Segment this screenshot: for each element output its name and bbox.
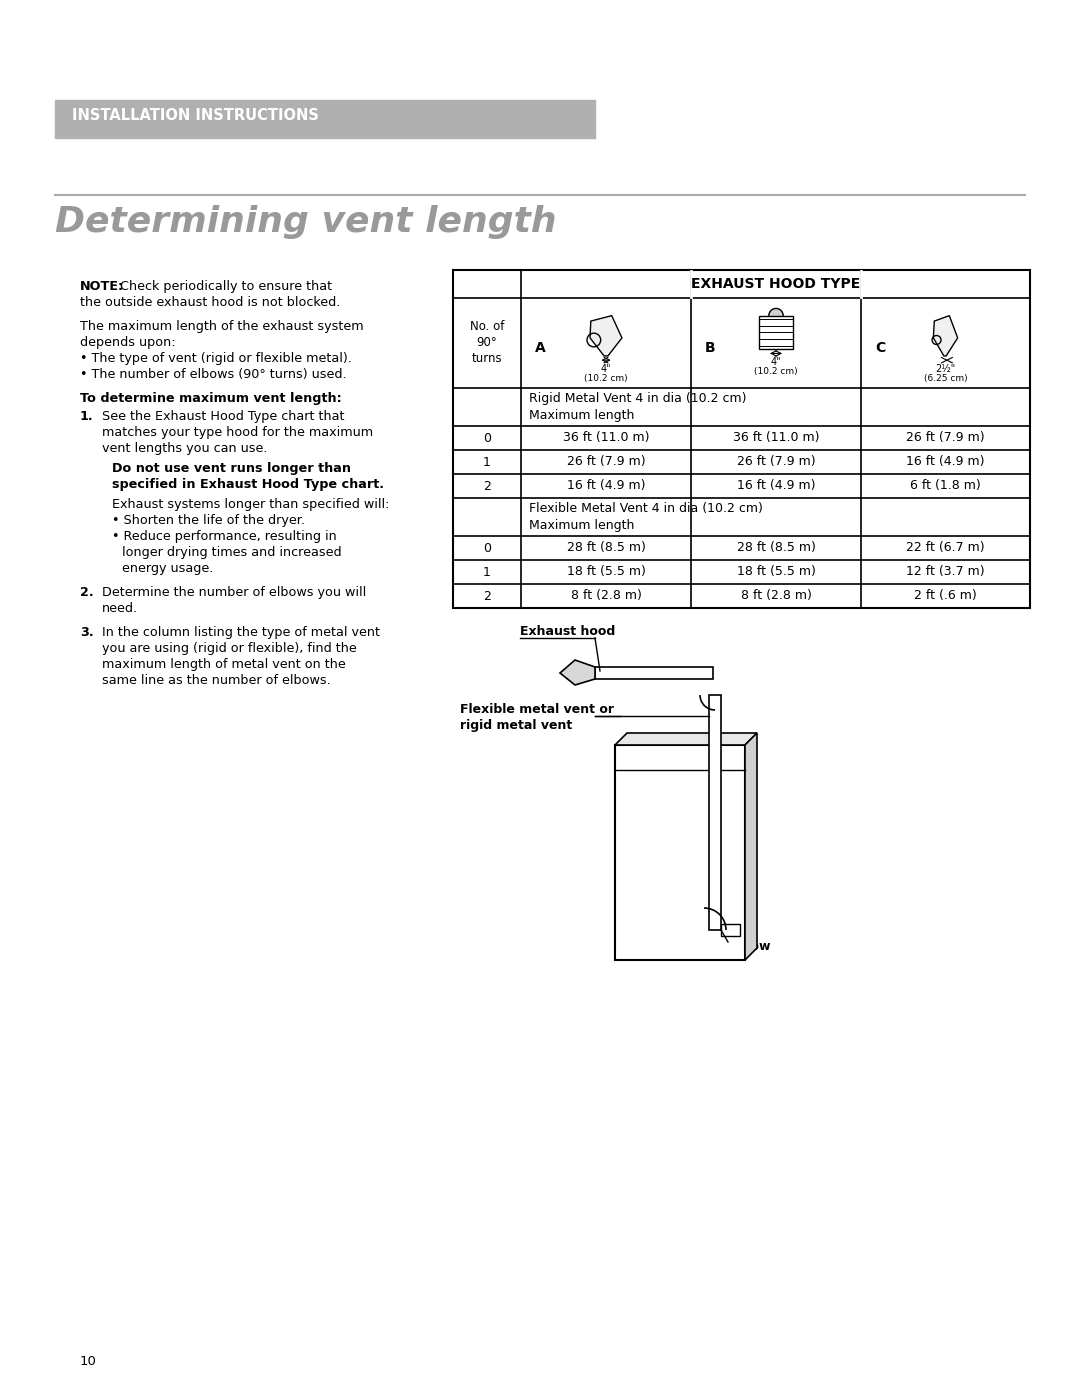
- Text: (10.2 cm): (10.2 cm): [754, 367, 798, 376]
- Polygon shape: [708, 694, 721, 930]
- Text: No. of
90°
turns: No. of 90° turns: [470, 320, 504, 366]
- Text: 26 ft (7.9 m): 26 ft (7.9 m): [737, 455, 815, 468]
- Text: maximum length of metal vent on the: maximum length of metal vent on the: [102, 658, 346, 671]
- Text: A: A: [535, 341, 545, 355]
- Text: 2: 2: [483, 590, 491, 602]
- Text: vent lengths you can use.: vent lengths you can use.: [102, 441, 268, 455]
- Text: 8 ft (2.8 m): 8 ft (2.8 m): [741, 590, 811, 602]
- Polygon shape: [745, 733, 757, 960]
- Text: 18 ft (5.5 m): 18 ft (5.5 m): [737, 566, 815, 578]
- Text: 16 ft (4.9 m): 16 ft (4.9 m): [906, 455, 985, 468]
- Text: (10.2 cm): (10.2 cm): [584, 374, 627, 383]
- Text: 16 ft (4.9 m): 16 ft (4.9 m): [567, 479, 645, 493]
- Text: 2½": 2½": [935, 365, 956, 374]
- Text: 36 ft (11.0 m): 36 ft (11.0 m): [563, 432, 649, 444]
- Text: • Shorten the life of the dryer.: • Shorten the life of the dryer.: [112, 514, 305, 527]
- Text: Determine the number of elbows you will: Determine the number of elbows you will: [102, 585, 366, 599]
- Text: NOTE:: NOTE:: [80, 279, 124, 293]
- Text: Do not use vent runs longer than: Do not use vent runs longer than: [112, 462, 351, 475]
- Text: the outside exhaust hood is not blocked.: the outside exhaust hood is not blocked.: [80, 296, 340, 309]
- Text: specified in Exhaust Hood Type chart.: specified in Exhaust Hood Type chart.: [112, 478, 384, 490]
- Polygon shape: [933, 316, 958, 356]
- Polygon shape: [721, 923, 740, 936]
- Bar: [759, 316, 794, 349]
- Text: 6 ft (1.8 m): 6 ft (1.8 m): [910, 479, 981, 493]
- Text: 2.: 2.: [80, 585, 94, 599]
- Text: 0: 0: [483, 542, 491, 555]
- Text: you are using (rigid or flexible), find the: you are using (rigid or flexible), find …: [102, 643, 356, 655]
- Text: Exhaust hood: Exhaust hood: [519, 624, 616, 638]
- Text: • The type of vent (rigid or flexible metal).: • The type of vent (rigid or flexible me…: [80, 352, 352, 365]
- Text: Flexible metal vent or
rigid metal vent: Flexible metal vent or rigid metal vent: [460, 703, 615, 732]
- Text: (6.25 cm): (6.25 cm): [923, 374, 968, 383]
- Text: 16 ft (4.9 m): 16 ft (4.9 m): [737, 479, 815, 493]
- Text: 1: 1: [483, 455, 491, 468]
- Text: matches your type hood for the maximum: matches your type hood for the maximum: [102, 426, 373, 439]
- Text: • The number of elbows (90° turns) used.: • The number of elbows (90° turns) used.: [80, 367, 347, 381]
- Text: 8 ft (2.8 m): 8 ft (2.8 m): [570, 590, 642, 602]
- Text: 4": 4": [771, 358, 781, 367]
- Text: 2: 2: [483, 479, 491, 493]
- Text: C: C: [875, 341, 886, 355]
- Bar: [55, 101, 595, 138]
- Circle shape: [769, 309, 783, 323]
- Text: • Reduce performance, resulting in: • Reduce performance, resulting in: [112, 529, 337, 543]
- Text: Flexible Metal Vent 4 in dia (10.2 cm)
Maximum length: Flexible Metal Vent 4 in dia (10.2 cm) M…: [529, 503, 762, 532]
- Text: INSTALLATION INSTRUCTIONS: INSTALLATION INSTRUCTIONS: [72, 108, 319, 123]
- Text: 36 ft (11.0 m): 36 ft (11.0 m): [732, 432, 820, 444]
- Text: 12 ft (3.7 m): 12 ft (3.7 m): [906, 566, 985, 578]
- Text: Rigid Metal Vent 4 in dia (10.2 cm)
Maximum length: Rigid Metal Vent 4 in dia (10.2 cm) Maxi…: [529, 393, 746, 422]
- Text: Exhaust systems longer than specified will:: Exhaust systems longer than specified wi…: [112, 497, 390, 511]
- Polygon shape: [595, 666, 713, 679]
- Text: See the Exhaust Hood Type chart that: See the Exhaust Hood Type chart that: [102, 409, 345, 423]
- Text: need.: need.: [102, 602, 138, 615]
- Text: 18 ft (5.5 m): 18 ft (5.5 m): [567, 566, 646, 578]
- Text: 3.: 3.: [80, 626, 94, 638]
- Polygon shape: [615, 733, 757, 745]
- Text: 4": 4": [600, 365, 611, 374]
- Text: 1.: 1.: [80, 409, 94, 423]
- Bar: [453, 270, 1030, 608]
- Text: 28 ft (8.5 m): 28 ft (8.5 m): [737, 542, 815, 555]
- Text: EXHAUST HOOD TYPE: EXHAUST HOOD TYPE: [691, 277, 860, 291]
- Text: 10: 10: [80, 1355, 97, 1368]
- Text: 2 ft (.6 m): 2 ft (.6 m): [914, 590, 977, 602]
- Text: Check periodically to ensure that: Check periodically to ensure that: [116, 279, 333, 293]
- Text: 1: 1: [483, 566, 491, 578]
- Polygon shape: [561, 659, 595, 685]
- Text: Elbow: Elbow: [730, 940, 771, 953]
- Text: 0: 0: [483, 432, 491, 444]
- Polygon shape: [590, 316, 622, 356]
- Text: 22 ft (6.7 m): 22 ft (6.7 m): [906, 542, 985, 555]
- Text: Determining vent length: Determining vent length: [55, 205, 556, 239]
- Text: 28 ft (8.5 m): 28 ft (8.5 m): [567, 542, 646, 555]
- Text: 26 ft (7.9 m): 26 ft (7.9 m): [906, 432, 985, 444]
- Text: In the column listing the type of metal vent: In the column listing the type of metal …: [102, 626, 380, 638]
- Text: The maximum length of the exhaust system: The maximum length of the exhaust system: [80, 320, 364, 332]
- Text: longer drying times and increased: longer drying times and increased: [122, 546, 341, 559]
- Text: same line as the number of elbows.: same line as the number of elbows.: [102, 673, 330, 687]
- Text: 26 ft (7.9 m): 26 ft (7.9 m): [567, 455, 646, 468]
- Text: energy usage.: energy usage.: [122, 562, 214, 576]
- Text: B: B: [705, 341, 716, 355]
- Text: depends upon:: depends upon:: [80, 337, 176, 349]
- Bar: [615, 745, 745, 960]
- Text: To determine maximum vent length:: To determine maximum vent length:: [80, 393, 341, 405]
